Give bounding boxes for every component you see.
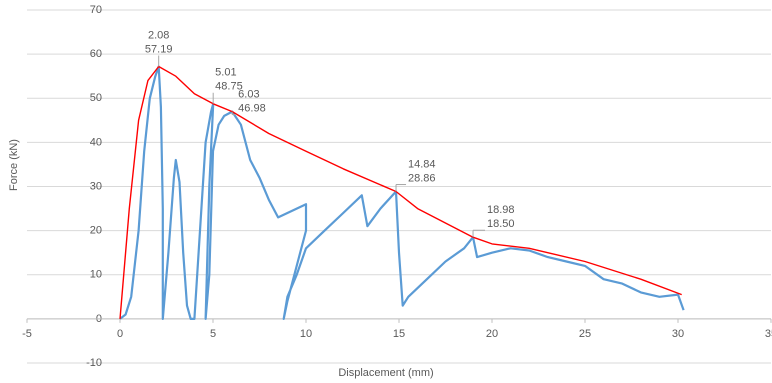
annotation-label: 6.03 [238, 88, 259, 100]
y-tick-label: 60 [90, 48, 102, 60]
y-tick-label: 10 [90, 269, 102, 281]
y-axis-title: Force (kN) [8, 139, 20, 191]
x-tick-label: 10 [300, 328, 312, 340]
y-tick-label: 50 [90, 92, 102, 104]
x-tick-label: 30 [672, 328, 684, 340]
x-tick-label: 20 [486, 328, 498, 340]
y-tick-label: 30 [90, 180, 102, 192]
x-tick-label: -5 [22, 328, 32, 340]
x-tick-label: 25 [579, 328, 591, 340]
series-line [119, 65, 685, 320]
x-tick-label: 35 [765, 328, 772, 340]
annotation-label: 2.08 [148, 29, 169, 41]
annotation-label: 57.19 [145, 43, 173, 55]
annotation-label: 18.50 [487, 218, 515, 230]
x-axis-title: Displacement (mm) [338, 367, 433, 379]
annotation-label: 5.01 [215, 67, 236, 79]
y-tick-label: 20 [90, 225, 102, 237]
x-tick-label: 5 [210, 328, 216, 340]
y-tick-label: 40 [90, 136, 102, 148]
y-tick-label: -10 [86, 357, 102, 369]
annotation-label: 18.98 [487, 204, 515, 216]
annotation-label: 14.84 [408, 158, 436, 170]
annotation-label: 28.86 [408, 172, 436, 184]
annotation-label: 48.75 [215, 81, 243, 93]
series-line [119, 65, 682, 319]
annotation-label: 46.98 [238, 102, 266, 114]
x-tick-label: 15 [393, 328, 405, 340]
y-tick-label: 70 [90, 4, 102, 16]
x-tick-label: 0 [117, 328, 123, 340]
